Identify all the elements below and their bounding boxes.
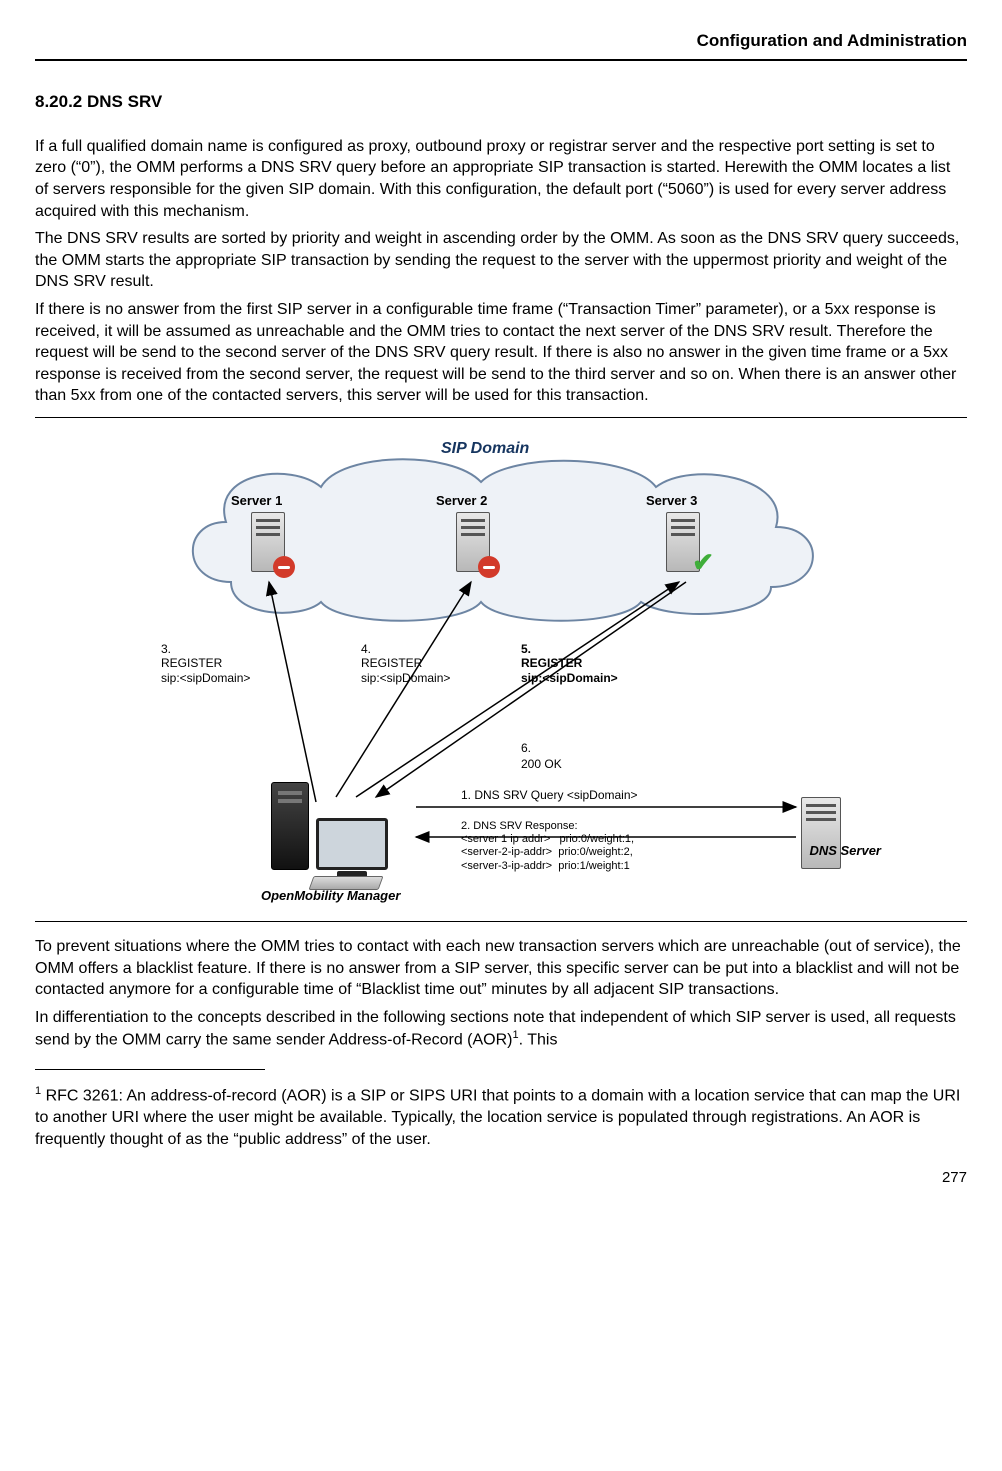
server3-ok-check: ✔: [692, 545, 714, 580]
sip-dns-srv-diagram: SIP Domain Server 1 Server 2 Server 3 ✔: [121, 432, 881, 907]
paragraph-5: In differentiation to the concepts descr…: [35, 1007, 967, 1052]
dns-query-label: 1. DNS SRV Query <sipDomain>: [461, 787, 638, 803]
server2-label: Server 2: [436, 492, 487, 510]
server3-label: Server 3: [646, 492, 697, 510]
omm-icon: [271, 782, 388, 870]
server1-icon: [251, 512, 285, 572]
paragraph-2: The DNS SRV results are sorted by priori…: [35, 228, 967, 293]
sip-domain-label: SIP Domain: [441, 438, 529, 460]
server1-fail-badge: [273, 556, 295, 578]
server3-icon: ✔: [666, 512, 700, 572]
section-number: 8.20.2: [35, 92, 82, 111]
paragraph-4: To prevent situations where the OMM trie…: [35, 936, 967, 1001]
ok200-label: 6. 200 OK: [521, 740, 562, 772]
paragraph-3: If there is no answer from the first SIP…: [35, 299, 967, 407]
omm-label: OpenMobility Manager: [261, 887, 400, 905]
dns-response-label: 2. DNS SRV Response: <server 1 ip addr> …: [461, 820, 634, 873]
section-title: DNS SRV: [87, 92, 162, 111]
server2-icon: [456, 512, 490, 572]
dns-server-label: DNS Server: [809, 842, 881, 860]
register4-label: 4. REGISTER sip:<sipDomain>: [361, 642, 450, 685]
page-header: Configuration and Administration: [35, 30, 967, 61]
register3-label: 3. REGISTER sip:<sipDomain>: [161, 642, 250, 685]
section-heading: 8.20.2 DNS SRV: [35, 91, 967, 114]
paragraph-1: If a full qualified domain name is confi…: [35, 136, 967, 222]
register5-label: 5. REGISTER sip:<sipDomain>: [521, 642, 618, 685]
page-number: 277: [35, 1168, 967, 1188]
footnote-1: 1 RFC 3261: An address-of-record (AOR) i…: [35, 1084, 967, 1150]
footnote-separator: [35, 1069, 265, 1070]
server1-label: Server 1: [231, 492, 282, 510]
server2-fail-badge: [478, 556, 500, 578]
diagram-container: SIP Domain Server 1 Server 2 Server 3 ✔: [35, 417, 967, 922]
